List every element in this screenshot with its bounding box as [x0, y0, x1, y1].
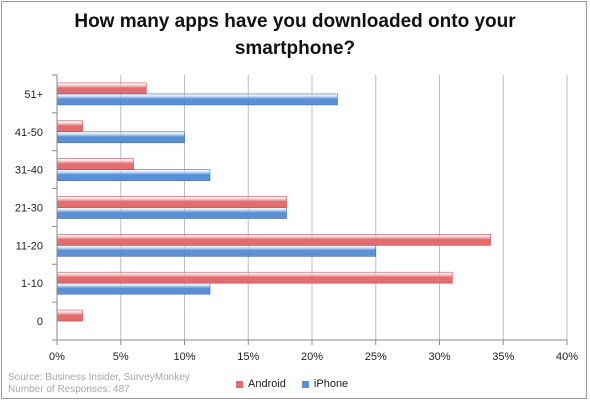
- bar-iphone-41-50: [56, 131, 185, 144]
- bar-android-41-50: [56, 120, 83, 133]
- chart-title-line-1: How many apps have you downloaded onto y…: [74, 11, 516, 32]
- bar-android-51+: [56, 82, 147, 95]
- bar-iphone-51+: [56, 93, 338, 106]
- x-tick-label: 25%: [365, 351, 387, 363]
- chart-title-line-2: smartphone?: [234, 38, 356, 59]
- legend: Android iPhone: [236, 378, 348, 390]
- source-line: Source: Business Insider, SurveyMonkey: [8, 372, 190, 383]
- category-label: 31-40: [15, 165, 43, 177]
- category-label: 0: [37, 316, 43, 328]
- category-label: 21-30: [15, 203, 43, 215]
- x-tick-label: 40%: [556, 351, 578, 363]
- category-label: 51+: [24, 89, 43, 101]
- x-tick-label: 5%: [113, 351, 129, 363]
- chart-title: How many apps have you downloaded onto y…: [0, 8, 590, 62]
- legend-item-iphone: iPhone: [301, 378, 349, 390]
- bar-android-31-40: [56, 158, 134, 170]
- x-tick-label: 20%: [301, 351, 323, 363]
- legend-swatch-iphone: [301, 380, 309, 388]
- legend-item-android: Android: [236, 378, 286, 390]
- bar-android-0: [56, 309, 83, 322]
- x-tick-label: 35%: [492, 351, 514, 363]
- bar-iphone-11-20: [56, 245, 377, 257]
- bar-iphone-1-10: [56, 282, 211, 295]
- x-tick-label: 15%: [237, 351, 259, 363]
- bar-android-11-20: [56, 234, 491, 246]
- bar-android-21-30: [56, 196, 287, 208]
- category-label: 11-20: [16, 240, 43, 252]
- bar-iphone-31-40: [56, 169, 211, 181]
- category-label: 41-50: [15, 127, 43, 139]
- x-tick-label: 10%: [173, 351, 195, 363]
- legend-label-iphone: iPhone: [313, 378, 349, 390]
- x-tick-label: 30%: [428, 351, 450, 363]
- x-tick-label: 0%: [49, 351, 65, 363]
- bar-android-1-10: [56, 271, 453, 284]
- responses-line: Number of Responses: 487: [8, 384, 130, 395]
- source-note: Source: Business Insider, SurveyMonkey N…: [8, 372, 190, 396]
- category-label: 1-10: [21, 278, 43, 290]
- bar-iphone-21-30: [56, 207, 287, 219]
- legend-swatch-android: [236, 380, 243, 388]
- legend-label-android: Android: [248, 378, 286, 390]
